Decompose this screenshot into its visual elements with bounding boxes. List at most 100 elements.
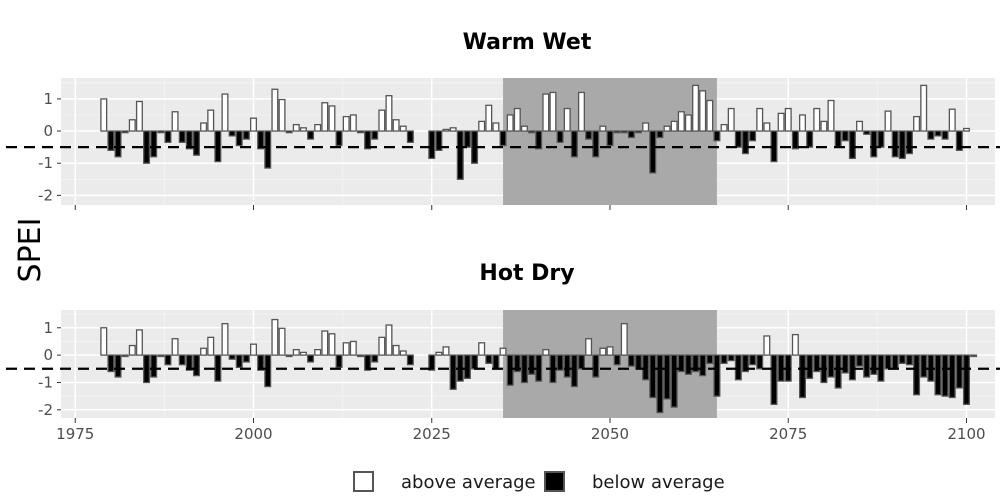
bar-2099: [955, 354, 963, 389]
legend-key-above-average: [353, 471, 374, 492]
bar-1990: [178, 354, 186, 366]
bar-2038: [520, 125, 528, 132]
x-axis: 1975 2000 2025 2050 2075 2100: [56, 425, 985, 443]
bar-2014: [349, 114, 357, 132]
bar-2020: [392, 344, 400, 356]
bar-2096: [934, 130, 942, 137]
bar-2010: [321, 102, 329, 132]
bar-1999: [242, 130, 250, 140]
bar-2098: [948, 354, 956, 399]
y-tick-label: 1: [43, 90, 53, 108]
bar-2093: [913, 115, 921, 132]
y-tick-label: -2: [38, 401, 53, 419]
bar-2028: [449, 354, 457, 390]
bar-2011: [328, 333, 336, 356]
bar-2028: [449, 127, 457, 132]
bar-2008: [307, 354, 315, 363]
bar-2003: [271, 88, 279, 132]
bar-2029: [456, 130, 464, 180]
bar-2094: [920, 354, 928, 378]
bar-1989: [171, 111, 179, 132]
bar-2010: [321, 330, 329, 356]
bar-2058: [663, 125, 671, 132]
bar-2074: [777, 112, 785, 132]
bar-2034: [492, 354, 500, 370]
panel-title-warm-wet: Warm Wet: [463, 30, 592, 55]
bar-2007: [299, 127, 307, 132]
bar-2094: [920, 84, 928, 132]
bar-2079: [813, 107, 821, 132]
bar-2012: [335, 354, 343, 369]
bar-1995: [214, 354, 222, 382]
bar-2090: [891, 130, 899, 158]
bar-2013: [342, 342, 350, 356]
bar-2061: [684, 354, 692, 375]
bar-2060: [677, 111, 685, 132]
bar-2043: [556, 130, 564, 143]
bar-1984: [135, 329, 143, 356]
legend-key-below-average: [544, 471, 565, 492]
bar-2055: [642, 354, 650, 381]
bar-2037: [513, 107, 521, 132]
bar-2046: [577, 354, 585, 370]
bar-2097: [941, 130, 949, 140]
bar-2026: [435, 130, 443, 151]
bar-1986: [150, 130, 158, 158]
panel-hot-dry: 1 0 -1 -2: [6, 310, 1000, 423]
bar-2016: [364, 130, 372, 150]
bar-2040: [535, 130, 543, 150]
bar-2086: [863, 130, 871, 135]
bar-1997: [228, 354, 236, 360]
bar-2033: [485, 354, 493, 364]
bar-2083: [841, 354, 849, 374]
bar-1979: [100, 327, 108, 356]
bar-2054: [635, 130, 643, 134]
panel-warm-wet: 1 0 -1 -2: [6, 78, 1000, 210]
bar-2041: [542, 348, 550, 356]
bar-2008: [307, 130, 315, 140]
bar-2070: [749, 130, 757, 142]
bar-2086: [863, 354, 871, 378]
bar-1986: [150, 354, 158, 378]
bar-1980: [107, 130, 115, 151]
bar-2018: [378, 336, 386, 356]
bar-1996: [221, 323, 229, 356]
bar-2025: [428, 130, 436, 160]
bar-2002: [264, 130, 272, 169]
bar-2068: [734, 354, 742, 381]
bar-2030: [463, 354, 471, 380]
bar-2091: [898, 354, 906, 364]
bar-2089: [884, 110, 892, 132]
bar-2091: [898, 130, 906, 160]
bar-2080: [820, 120, 828, 132]
bar-2061: [684, 114, 692, 132]
bar-1980: [107, 354, 115, 373]
bar-2052: [620, 323, 628, 356]
bar-1995: [214, 130, 222, 163]
bar-1988: [164, 130, 172, 143]
bar-2057: [656, 130, 664, 139]
bar-2082: [834, 130, 842, 148]
bar-2049: [599, 347, 607, 356]
bar-2031: [471, 354, 479, 370]
bar-2068: [734, 130, 742, 148]
bar-1993: [200, 347, 208, 356]
bar-2069: [741, 354, 749, 373]
y-axis-label: SPEI: [13, 218, 48, 283]
bar-2076: [791, 130, 799, 150]
bar-1994: [207, 109, 215, 132]
bar-2063: [699, 90, 707, 132]
bar-2101: [970, 354, 978, 358]
legend: above average below average: [353, 471, 725, 493]
y-tick-label: -1: [38, 373, 53, 391]
legend-label-above-average: above average: [401, 472, 536, 493]
bar-2100: [962, 127, 970, 132]
bar-2077: [798, 354, 806, 399]
bar-2009: [314, 123, 322, 132]
bar-2026: [435, 351, 443, 356]
y-tick-label: -1: [38, 154, 53, 172]
bar-2022: [406, 130, 414, 143]
bar-2072: [763, 122, 771, 132]
bar-1992: [192, 354, 200, 377]
bar-2092: [905, 130, 913, 155]
